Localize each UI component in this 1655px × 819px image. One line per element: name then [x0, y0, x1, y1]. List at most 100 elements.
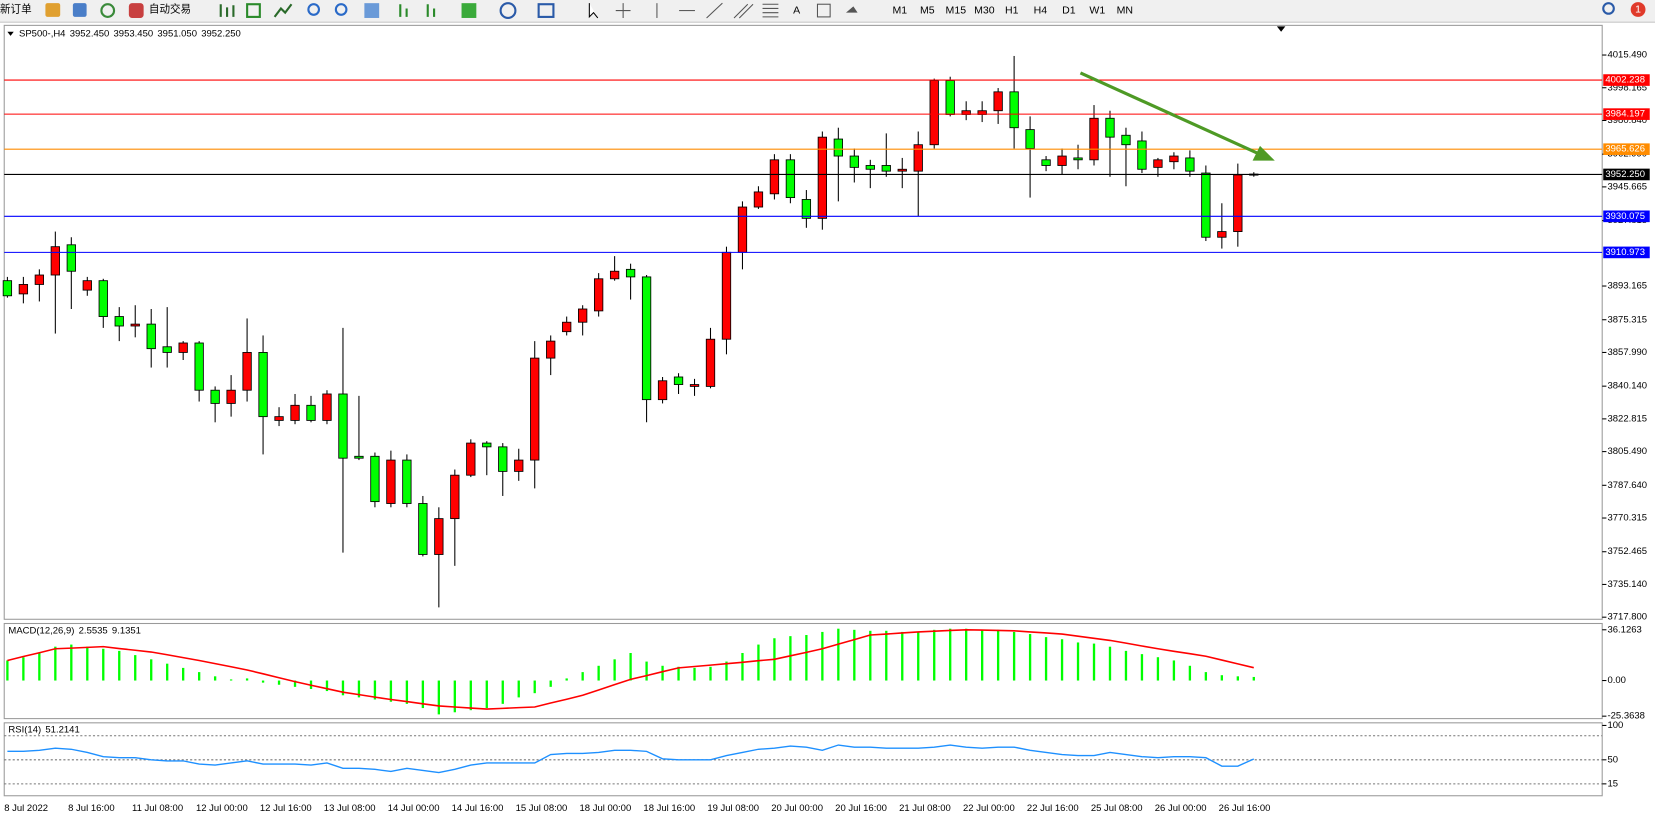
x-tick-label: 25 Jul 08:00	[1091, 803, 1143, 814]
x-tick-label: 14 Jul 16:00	[452, 803, 504, 814]
auto-trading-icon[interactable]	[128, 3, 144, 18]
zoom-out[interactable]	[334, 3, 348, 16]
icon[interactable]	[246, 3, 261, 18]
zoom-in[interactable]	[307, 3, 321, 16]
signal-line	[7, 629, 1254, 710]
timeframe-button[interactable]: D1	[1062, 4, 1076, 16]
y-tick-label: 4015.490	[1607, 50, 1647, 61]
level-tag	[1603, 74, 1650, 86]
icon[interactable]	[45, 3, 61, 17]
candle-body	[913, 144, 923, 172]
candle-body	[402, 459, 412, 504]
level-label: 3910.973	[1605, 247, 1645, 258]
drawings	[7, 26, 1286, 161]
candle-body	[210, 389, 220, 404]
candle-body	[753, 191, 764, 208]
x-tick-label: 14 Jul 00:00	[388, 803, 440, 814]
icon[interactable]	[461, 3, 477, 18]
x-tick-label: 8 Jul 2022	[4, 803, 48, 814]
y-tick-label: 3770.315	[1607, 513, 1647, 524]
x-tick-label: 21 Jul 08:00	[899, 803, 951, 814]
level-tag	[1603, 108, 1650, 120]
candle-body	[1153, 159, 1163, 168]
auto-trading-button[interactable]: 自动交易	[149, 2, 191, 15]
y-tick-label: 3893.165	[1607, 281, 1647, 292]
candle-body	[466, 442, 476, 476]
crosshair-tool[interactable]	[615, 3, 631, 18]
new-order-button[interactable]: 新订单	[0, 2, 32, 15]
candle-body	[498, 446, 508, 472]
header-text: SP500-,H4	[19, 28, 65, 39]
y-tick-label: 3857.990	[1607, 347, 1647, 358]
candle-body	[242, 352, 252, 391]
candle-body	[162, 346, 172, 353]
rsi-line	[7, 744, 1255, 774]
candle-body	[418, 503, 428, 555]
x-tick-label: 19 Jul 08:00	[707, 803, 759, 814]
candle-body	[146, 323, 156, 350]
candle-body	[130, 323, 140, 327]
timeframe-button[interactable]: M30	[974, 4, 995, 16]
text-tool[interactable]: A	[793, 4, 801, 16]
icon[interactable]	[537, 3, 555, 18]
trend-tool[interactable]	[706, 2, 723, 19]
timeframe-button[interactable]: W1	[1089, 4, 1105, 16]
label-tool[interactable]	[816, 3, 831, 18]
timeframe-button[interactable]: M5	[920, 4, 935, 16]
candle-body	[434, 518, 444, 555]
timeframe-button[interactable]: H1	[1005, 4, 1019, 16]
candle-body	[306, 404, 316, 421]
candle-body	[769, 159, 780, 195]
candle-body	[625, 268, 636, 278]
notification-badge[interactable]	[1630, 2, 1646, 17]
icon[interactable]	[273, 3, 293, 18]
candle-body	[1201, 172, 1211, 238]
x-tick-label: 26 Jul 00:00	[1155, 803, 1207, 814]
timeframe-button[interactable]: M15	[946, 4, 967, 16]
x-tick-label: 22 Jul 00:00	[963, 803, 1015, 814]
shapes-tool[interactable]	[845, 6, 858, 13]
candle-body	[1105, 117, 1115, 138]
icon[interactable]	[100, 3, 116, 18]
y-tick-label: 15	[1607, 778, 1618, 789]
candle-body	[1009, 91, 1019, 129]
icon[interactable]	[426, 4, 436, 17]
candle-body	[66, 244, 76, 272]
search[interactable]	[1602, 2, 1615, 15]
icon[interactable]	[72, 3, 87, 17]
candle-body	[50, 246, 60, 276]
y-tick-label: 3840.140	[1607, 381, 1647, 392]
icon[interactable]	[499, 2, 517, 20]
candle-body	[593, 278, 604, 312]
cursor-tool[interactable]	[588, 3, 599, 19]
candle-body	[562, 321, 572, 333]
y-tick-label: 3980.840	[1607, 115, 1647, 126]
timeframe-button[interactable]: H4	[1034, 4, 1048, 16]
y-tick-label: 3787.640	[1607, 480, 1647, 491]
icon[interactable]	[219, 4, 235, 17]
arrow-head	[1252, 145, 1275, 161]
candle-body	[274, 416, 284, 421]
candle-body	[514, 459, 524, 472]
candle-body	[370, 455, 380, 503]
level-tag	[1603, 246, 1650, 259]
candle-body	[929, 80, 939, 146]
channel-tool[interactable]	[733, 3, 754, 19]
x-tick-label: 8 Jul 16:00	[68, 803, 114, 814]
fibo-tool[interactable]	[762, 3, 779, 18]
timeframe-button[interactable]: M1	[893, 4, 908, 16]
menu-marker	[7, 31, 14, 36]
candle-body	[226, 389, 236, 404]
candle-body	[1057, 155, 1067, 166]
candle-body	[546, 340, 556, 359]
candle-body	[1233, 174, 1243, 233]
candle-body	[82, 280, 92, 291]
candle-body	[801, 199, 812, 219]
icon[interactable]	[399, 4, 408, 17]
header-text: 3951.050	[157, 28, 197, 39]
notification-count: 1	[1635, 3, 1641, 15]
icon[interactable]	[364, 3, 380, 18]
candle-body	[897, 168, 907, 172]
timeframe-button[interactable]: MN	[1117, 4, 1133, 16]
